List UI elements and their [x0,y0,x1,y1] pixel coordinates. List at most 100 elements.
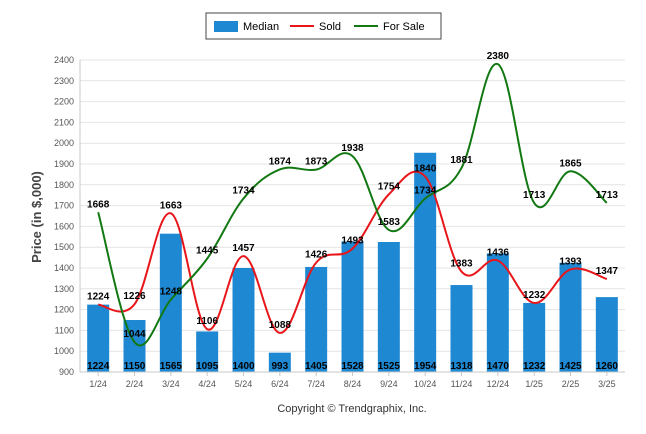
median-bar [486,253,509,372]
x-tick-label: 7/24 [307,379,325,389]
x-tick-label: 8/24 [344,379,362,389]
x-tick-label: 1/24 [89,379,107,389]
sold-value-label: 1663 [160,200,183,211]
y-tick-label: 1500 [54,242,74,252]
x-tick-label: 2/24 [126,379,144,389]
median-bar-label: 1565 [160,361,183,372]
median-bar [523,302,546,372]
x-tick-label: 1/25 [525,379,543,389]
for-sale-value-label: 1583 [378,217,401,228]
sold-value-label: 1224 [87,292,110,303]
y-tick-label: 900 [59,367,74,377]
y-tick-label: 2000 [54,138,74,148]
median-bar [450,285,473,372]
y-tick-label: 1000 [54,346,74,356]
y-axis: 900 1000 1100 1200 1300 1400 1500 1600 1700 1800 1… [54,55,81,377]
series-lines [97,63,608,347]
sold-value-label: 1232 [523,290,546,301]
for-sale-value-label: 1874 [269,156,292,167]
x-axis: 1/24 2/24 3/24 4/24 5/24 6/24 7/24 8/24 9/24 10/2… [80,371,625,389]
y-tick-label: 2100 [54,117,74,127]
median-bar-label: 1260 [596,361,619,372]
median-bar-label: 1528 [341,361,364,372]
for-sale-line [97,63,608,347]
median-bar-label: 1425 [559,361,582,372]
x-tick-label: 3/25 [598,379,616,389]
x-tick-label: 10/24 [414,379,437,389]
median-bar [268,352,291,372]
x-tick-label: 3/24 [162,379,180,389]
y-tick-label: 2300 [54,76,74,86]
sold-value-label: 1457 [232,243,255,254]
median-bar-label: 1150 [124,361,146,372]
for-sale-value-label: 1734 [232,186,255,197]
sold-value-label: 1226 [123,291,146,302]
median-bar-label: 993 [271,361,288,372]
for-sale-value-label: 1445 [196,246,219,257]
for-sale-value-label: 1248 [160,287,183,298]
x-tick-label: 5/24 [235,379,253,389]
median-bar [377,242,400,372]
for-sale-value-label: 1734 [414,186,437,197]
y-tick-label: 1600 [54,221,74,231]
for-sale-value-label: 1938 [341,143,364,154]
x-tick-label: 9/24 [380,379,398,389]
legend-sold-label: Sold [319,21,341,33]
y-tick-label: 2200 [54,97,74,107]
for-sale-value-label: 1881 [450,155,473,166]
y-tick-label: 1300 [54,284,74,294]
legend-median-swatch [214,21,238,32]
sold-value-label: 1347 [596,266,619,277]
y-tick-label: 1900 [54,159,74,169]
median-bar-label: 1525 [378,361,401,372]
legend-for-sale-label: For Sale [383,21,425,33]
for-sale-value-label: 1044 [123,329,146,340]
median-bar-label: 1095 [196,361,219,372]
median-bar-label: 1318 [450,361,473,372]
for-sale-value-label: 2380 [487,51,510,62]
median-bar-label: 1954 [414,361,437,372]
sold-value-label: 1383 [450,259,473,270]
median-bar-labels: 1224 1150 1565 1095 1400 993 1405 1528 1525 1954 1… [87,361,618,372]
for-sale-value-label: 1713 [523,190,546,201]
median-bar-label: 1405 [305,361,328,372]
x-tick-label: 12/24 [487,379,510,389]
legend-box [205,12,442,40]
x-tick-label: 6/24 [271,379,289,389]
median-bar [305,266,328,372]
sold-value-label: 1840 [414,163,437,174]
sold-value-label: 1436 [487,248,510,259]
x-tick-label: 4/24 [198,379,216,389]
y-tick-label: 1400 [54,263,74,273]
legend: Median Sold For Sale [205,12,442,40]
median-bar [159,233,182,372]
median-bar [595,297,618,372]
for-sale-value-label: 1865 [559,158,582,169]
for-sale-value-label: 1668 [87,199,110,210]
median-bar-label: 1224 [87,361,110,372]
median-bar [87,304,110,372]
copyright-text: Copyright © Trendgraphix, Inc. [277,403,426,415]
sold-value-label: 1754 [378,181,401,192]
legend-median-label: Median [243,21,279,33]
y-tick-label: 1100 [55,325,74,335]
median-bar [559,262,582,372]
sold-value-label: 1493 [341,236,364,247]
median-bars [87,152,618,372]
median-bar-label: 1400 [232,361,255,372]
median-bar-label: 1232 [523,361,546,372]
x-tick-label: 11/24 [451,379,473,389]
y-tick-label: 1700 [54,201,74,211]
sold-value-label: 1426 [305,250,328,261]
median-bar [232,268,255,372]
sold-value-label: 1106 [196,316,218,327]
y-tick-label: 1200 [54,305,74,315]
line-value-labels: 1224 1226 1663 1106 1457 1088 1426 1493 1754 1840… [87,51,618,340]
y-tick-label: 1800 [54,180,74,190]
median-bar [341,241,364,372]
median-bar [196,331,219,372]
median-bar-label: 1470 [487,361,510,372]
sold-value-label: 1088 [269,320,292,331]
